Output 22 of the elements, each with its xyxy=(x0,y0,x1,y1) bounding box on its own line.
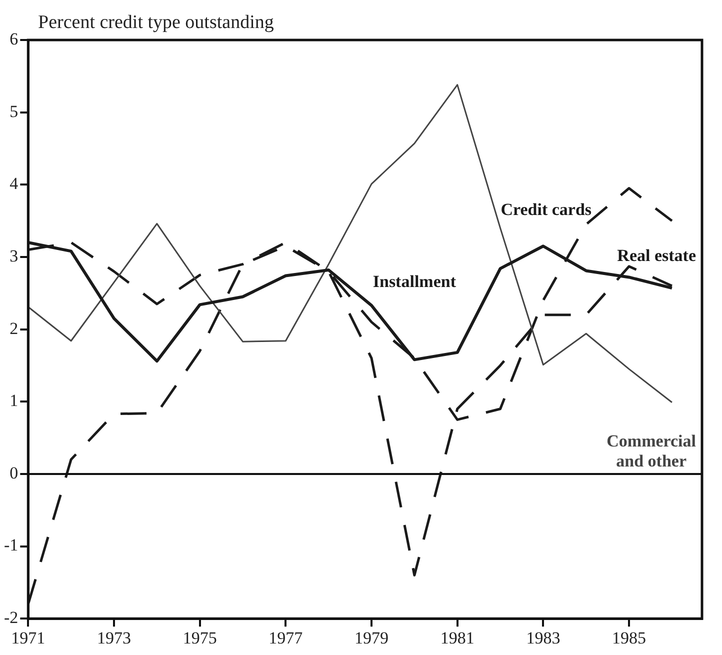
text: Commercial and other xyxy=(606,432,696,471)
y-tick-label: 4 xyxy=(10,174,19,194)
x-tick-label: 1975 xyxy=(182,628,217,648)
series-label: Installment xyxy=(372,272,456,292)
series-label: Real estate xyxy=(617,246,696,265)
y-tick-label: 5 xyxy=(10,102,18,121)
y-tick-label: 1 xyxy=(10,391,18,410)
x-tick-label: 1985 xyxy=(612,628,646,648)
series-label: Credit cards xyxy=(500,200,592,219)
x-tick-label: 1979 xyxy=(354,628,389,648)
x-tick-label: 1971 xyxy=(11,628,46,648)
x-tick-label: 1981 xyxy=(440,628,474,648)
x-tick-label: 1973 xyxy=(97,628,131,648)
y-tick-label: -1 xyxy=(4,536,18,555)
y-axis-title: Percent credit type outstanding xyxy=(38,12,274,34)
x-tick-label: 1983 xyxy=(526,628,560,648)
x-tick-label: 1977 xyxy=(268,628,304,648)
y-tick-label: 0 xyxy=(10,463,18,482)
y-tick-label: -2 xyxy=(4,608,18,628)
y-tick-label: 3 xyxy=(10,246,18,266)
y-tick-label: 2 xyxy=(10,318,18,338)
y-tick-label: 6 xyxy=(10,29,18,48)
